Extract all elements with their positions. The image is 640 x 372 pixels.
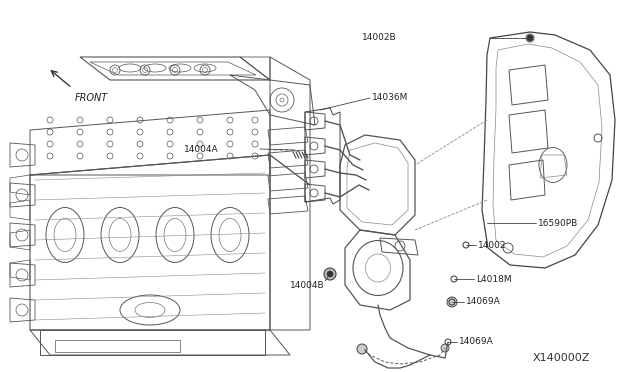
Circle shape: [527, 35, 533, 41]
Circle shape: [357, 344, 367, 354]
Text: L4018M: L4018M: [476, 275, 511, 283]
Circle shape: [324, 268, 336, 280]
Circle shape: [327, 271, 333, 277]
Text: 14069A: 14069A: [459, 337, 493, 346]
Text: 16590PB: 16590PB: [538, 218, 579, 228]
Text: FRONT: FRONT: [75, 93, 108, 103]
Text: 14002: 14002: [478, 241, 506, 250]
Circle shape: [441, 344, 449, 352]
Circle shape: [447, 297, 457, 307]
Text: 14069A: 14069A: [466, 298, 500, 307]
Text: X140000Z: X140000Z: [532, 353, 590, 363]
Text: 14036M: 14036M: [372, 93, 408, 103]
Text: 14004A: 14004A: [184, 144, 219, 154]
Text: 14002B: 14002B: [362, 33, 397, 42]
Text: 14004B: 14004B: [290, 280, 324, 289]
